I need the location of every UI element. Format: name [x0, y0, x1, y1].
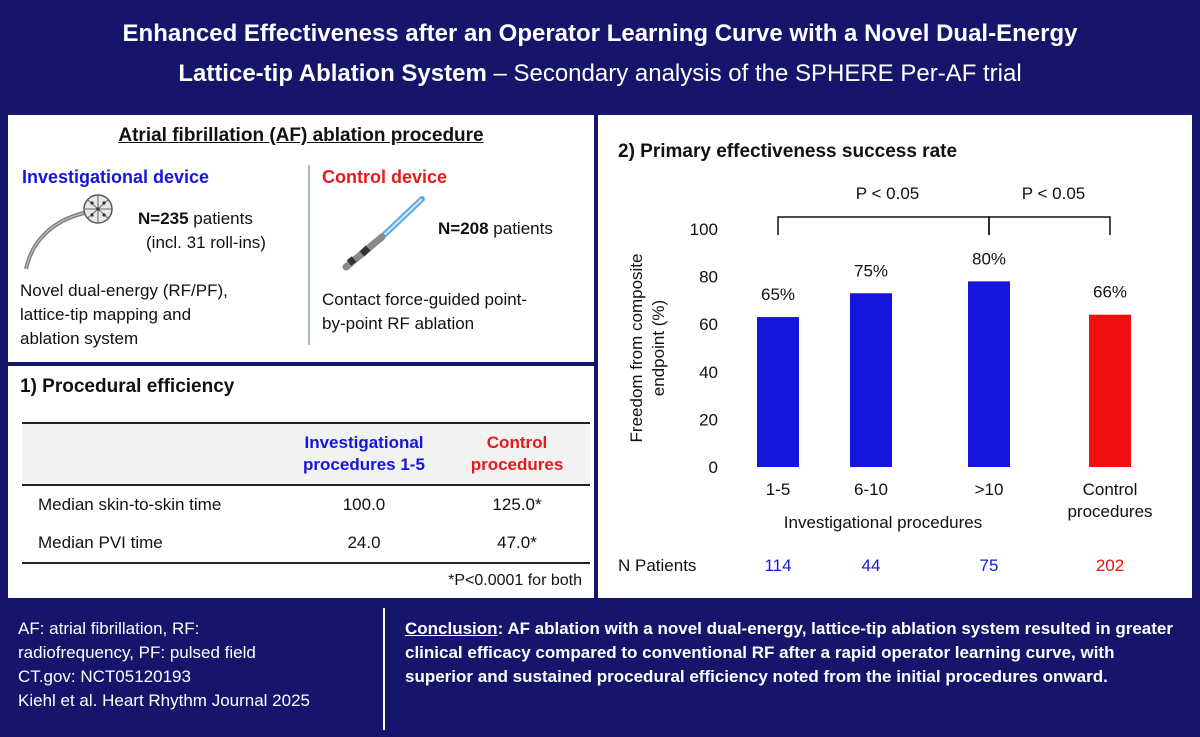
control-n-value: N=208 [438, 219, 489, 238]
effectiveness-bar-chart: 0 20 40 60 80 100 Freedom from composite endpoi… [618, 184, 1153, 575]
n-patients-value: 202 [1096, 556, 1124, 575]
lattice-catheter-image [24, 194, 113, 270]
control-description: Contact force-guided point- by-point RF … [322, 288, 527, 336]
abbrev-line: Kiehl et al. Heart Rhythm Journal 2025 [18, 691, 310, 710]
row-ctrl-value: 47.0* [444, 524, 590, 564]
table-header-inv-line: Investigational [304, 433, 424, 452]
table-header-row: Investigational procedures 1-5 Control p… [22, 422, 590, 486]
abbreviations: AF: atrial fibrillation, RF: radiofreque… [18, 617, 310, 713]
significance-label: P < 0.05 [856, 184, 920, 203]
row-inv-value: 100.0 [342, 495, 386, 514]
investigational-device-label: Investigational device [22, 167, 210, 187]
row-label: Median PVI time [22, 524, 284, 564]
abbrev-line: radiofrequency, PF: pulsed field [18, 643, 256, 662]
table-header-control: Control procedures [444, 422, 590, 486]
investigational-n-unit: patients [188, 209, 253, 228]
bar [968, 281, 1010, 467]
title-line-1: Enhanced Effectiveness after an Operator… [122, 20, 1078, 47]
y-tick-label: 0 [709, 458, 718, 477]
n-patients-value: 114 [764, 556, 791, 575]
device-divider [308, 165, 310, 345]
x-tick-label: 6-10 [854, 480, 888, 499]
bar-value-label: 75% [854, 261, 888, 280]
x-tick-label: Control [1083, 480, 1138, 499]
control-n-unit: patients [488, 219, 553, 238]
n-patients-label: N Patients [618, 556, 696, 575]
table-header-blank [22, 422, 284, 486]
efficiency-heading: 1) Procedural efficiency [20, 376, 235, 397]
control-n: N=208 patients [438, 217, 553, 241]
investigational-n: N=235 patients [138, 207, 253, 231]
y-axis-label-line: endpoint (%) [649, 300, 668, 396]
y-axis-label-line: Freedom from composite [627, 254, 646, 443]
control-device-label: Control device [322, 167, 448, 187]
bar [1089, 314, 1131, 467]
investigational-n-value: N=235 [138, 209, 189, 228]
abbrev-line: AF: atrial fibrillation, RF: [18, 619, 200, 638]
bar-value-label: 66% [1093, 283, 1127, 302]
bar [757, 317, 799, 467]
row-inv-value: 24.0 [284, 524, 444, 564]
control-desc-line: Contact force-guided point- [322, 290, 528, 309]
procedure-panel: Atrial fibrillation (AF) ablation proced… [8, 115, 594, 362]
chart-title: 2) Primary effectiveness success rate [618, 141, 958, 162]
y-tick-label: 40 [699, 363, 718, 382]
bar-value-label: 65% [761, 285, 795, 304]
table-row: Median skin-to-skin time 100.0 125.0* [22, 485, 590, 524]
investigational-rollins: (incl. 31 roll-ins) [146, 233, 266, 252]
significance-label: P < 0.05 [1022, 184, 1086, 203]
n-patients-value: 75 [980, 556, 999, 575]
footer-divider [383, 608, 385, 730]
y-axis-label: Freedom from composite endpoint (%) [627, 254, 668, 443]
y-tick-label: 20 [699, 410, 718, 429]
investigational-desc-line: ablation system [20, 329, 139, 348]
x-tick-label: >10 [975, 480, 1004, 499]
n-patients-value: 44 [862, 556, 881, 575]
bar [850, 293, 892, 467]
table-row: Median PVI time 24.0 47.0* [22, 524, 590, 564]
investigational-desc-line: lattice-tip mapping and [20, 305, 192, 324]
abbrev-line: CT.gov: NCT05120193 [18, 667, 191, 686]
procedure-heading: Atrial fibrillation (AF) ablation proced… [118, 125, 484, 146]
table-header-investigational: Investigational procedures 1-5 [284, 422, 444, 486]
investigational-desc-line: Novel dual-energy (RF/PF), [20, 281, 228, 300]
control-desc-line: by-point RF ablation [322, 314, 475, 333]
row-label: Median skin-to-skin time [38, 495, 222, 514]
conclusion-label: Conclusion [405, 619, 498, 638]
significance-bracket [777, 216, 990, 235]
conclusion-text: : AF ablation with a novel dual-energy, … [405, 619, 1173, 686]
row-ctrl-value: 125.0* [492, 495, 542, 514]
table-header-ctrl-line: procedures [470, 455, 564, 474]
chart-panel: 2) Primary effectiveness success rate 0 2… [598, 115, 1192, 598]
table-header-inv-line: procedures 1-5 [303, 455, 425, 474]
table-header-ctrl-line: Control [486, 433, 548, 452]
investigational-description: Novel dual-energy (RF/PF), lattice-tip m… [20, 279, 228, 351]
y-tick-label: 100 [690, 220, 718, 239]
x-axis-label: Investigational procedures [784, 513, 982, 532]
efficiency-footnote: *P<0.0001 for both [448, 572, 582, 589]
efficiency-table: Investigational procedures 1-5 Control p… [22, 422, 590, 564]
title-line-2-bold: Lattice-tip Ablation System [178, 60, 487, 87]
x-tick-label: 1-5 [766, 480, 791, 499]
y-tick-label: 60 [699, 315, 718, 334]
control-catheter-image [342, 196, 425, 271]
bar-value-label: 80% [972, 249, 1006, 268]
efficiency-panel: 1) Procedural efficiency Investigational… [8, 366, 594, 598]
title-line-2-rest: – Secondary analysis of the SPHERE Per-A… [486, 60, 1022, 87]
y-tick-label: 80 [699, 268, 718, 287]
title-line-2: Lattice-tip Ablation System – Secondary … [0, 54, 1200, 94]
significance-bracket [988, 216, 1111, 235]
abstract-title: Enhanced Effectiveness after an Operator… [0, 14, 1200, 94]
x-tick-label: procedures [1067, 502, 1152, 521]
conclusion: Conclusion: AF ablation with a novel dua… [405, 617, 1185, 689]
